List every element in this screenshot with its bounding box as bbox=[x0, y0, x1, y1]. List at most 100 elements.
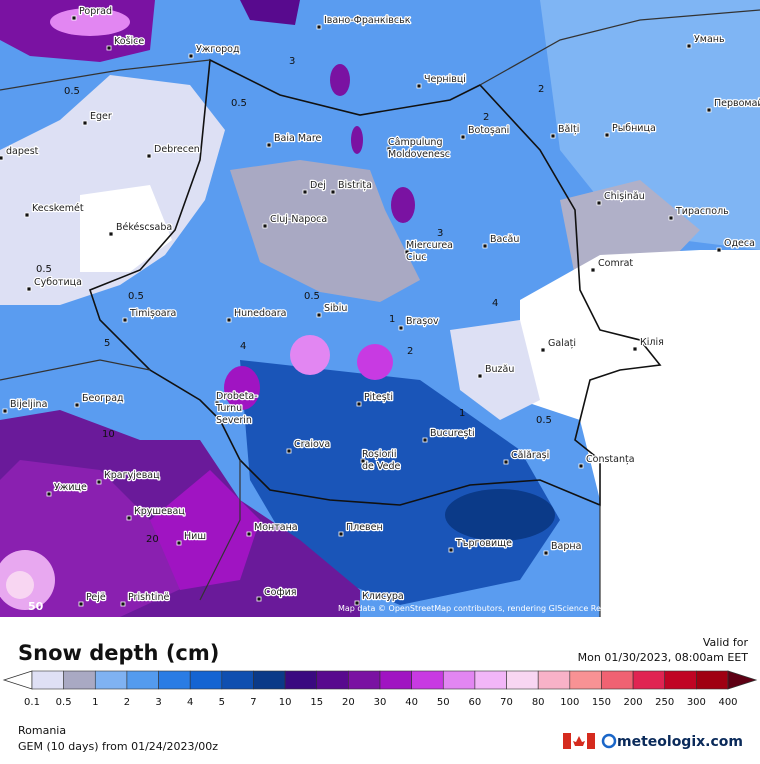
city-label: София bbox=[264, 587, 296, 598]
colorbar-box bbox=[348, 670, 381, 690]
city-marker bbox=[330, 189, 336, 195]
colorbar-tick-label: 1 bbox=[92, 697, 98, 708]
city-label: Botoșani bbox=[468, 125, 509, 136]
city-marker bbox=[176, 540, 182, 546]
city-marker bbox=[354, 600, 360, 606]
city-marker bbox=[24, 212, 30, 218]
city-label: Hunedoara bbox=[234, 308, 286, 319]
city-label: Одеса bbox=[724, 238, 755, 249]
city-label: Ужице bbox=[54, 482, 87, 493]
city-marker bbox=[188, 53, 194, 59]
colorbar-tick-label: 0.1 bbox=[24, 697, 40, 708]
city-label: Câmpulung bbox=[388, 137, 442, 148]
city-marker bbox=[590, 267, 596, 273]
city-marker bbox=[550, 133, 556, 139]
contour-label: 0.5 bbox=[304, 291, 320, 302]
colorbar-box bbox=[189, 670, 223, 690]
colorbar-box bbox=[537, 670, 571, 690]
city-marker bbox=[266, 142, 272, 148]
colorbar-box bbox=[506, 670, 539, 690]
map: Map data © OpenStreetMap contributors, r… bbox=[0, 0, 760, 617]
city-marker bbox=[316, 312, 322, 318]
city-marker bbox=[386, 146, 392, 152]
colorbar-box bbox=[569, 670, 602, 690]
city-label: Београд bbox=[82, 393, 124, 404]
city-marker bbox=[126, 515, 132, 521]
colorbar-tick-label: 300 bbox=[687, 697, 706, 708]
city-label: Pejë bbox=[86, 592, 106, 603]
contour-labels: 0.5 0.5 0.5 0.5 0.5 0.5 2 2 3 3 1 4 5 10 1 2 4 20 bbox=[36, 56, 552, 545]
city-label: Kecskemét bbox=[32, 203, 84, 214]
colorbar-box bbox=[632, 670, 666, 690]
colorbar-tick-label: 20 bbox=[342, 697, 355, 708]
colorbar-tick-label: 40 bbox=[405, 697, 418, 708]
colorbar-box bbox=[696, 670, 729, 690]
city-marker bbox=[503, 459, 509, 465]
city-marker bbox=[706, 107, 712, 113]
colorbar-over bbox=[727, 670, 758, 690]
city-label: Baia Mare bbox=[274, 133, 322, 144]
contour-label: 4 bbox=[492, 298, 498, 309]
city-marker bbox=[286, 448, 292, 454]
city-marker bbox=[338, 531, 344, 537]
city-label: București bbox=[430, 428, 475, 439]
contour-label: 1 bbox=[459, 408, 465, 419]
colorbar-box bbox=[158, 670, 191, 690]
city-label: Comrat bbox=[598, 258, 633, 269]
contour-label: 0.5 bbox=[36, 264, 52, 275]
city-label: Bălți bbox=[558, 124, 579, 135]
city-marker bbox=[74, 402, 80, 408]
contour-label: 0.5 bbox=[231, 98, 247, 109]
city-label: Sibiu bbox=[324, 303, 347, 314]
colorbar-tick-label: 60 bbox=[469, 697, 482, 708]
colorbar-tick-label: 80 bbox=[532, 697, 545, 708]
city-label: Кілія bbox=[640, 337, 664, 348]
city-label: Miercurea bbox=[406, 240, 453, 251]
canada-flag bbox=[563, 733, 595, 749]
city-marker bbox=[668, 215, 674, 221]
city-label: Debrecen bbox=[154, 144, 200, 155]
colorbar-box bbox=[221, 670, 254, 690]
colorbar-box bbox=[411, 670, 444, 690]
contour-label: 2 bbox=[407, 346, 413, 357]
city-marker bbox=[262, 223, 268, 229]
colorbar-tick-label: 15 bbox=[310, 697, 323, 708]
colorbar-tick-label: 70 bbox=[500, 697, 513, 708]
city-label: dapest bbox=[6, 146, 39, 157]
colorbar-tick-label: 200 bbox=[624, 697, 643, 708]
city-label: Варна bbox=[551, 541, 581, 552]
city-label: Ниш bbox=[184, 531, 206, 542]
colorbar-box bbox=[94, 670, 128, 690]
city-label: Buzău bbox=[485, 364, 514, 375]
city-label: Košice bbox=[114, 36, 144, 47]
city-label: Клисура bbox=[362, 591, 404, 602]
colorbar-tick-label: 400 bbox=[718, 697, 737, 708]
region: Romania bbox=[18, 724, 66, 737]
contour-label: 3 bbox=[437, 228, 443, 239]
colorbar-tick-label: 250 bbox=[655, 697, 674, 708]
contour-label: 20 bbox=[146, 534, 159, 545]
city-marker bbox=[82, 120, 88, 126]
city-marker bbox=[96, 479, 102, 485]
city-label: Turnu bbox=[215, 403, 242, 414]
city-marker bbox=[316, 24, 322, 30]
city-marker bbox=[106, 45, 112, 51]
city-label: Первомайськ bbox=[714, 98, 760, 109]
city-marker bbox=[422, 437, 428, 443]
city-label: Ciuc bbox=[406, 252, 427, 263]
city-marker bbox=[686, 43, 692, 49]
city-marker bbox=[226, 317, 232, 323]
colorbar-tick-label: 150 bbox=[592, 697, 611, 708]
city-marker bbox=[108, 231, 114, 237]
brand-icon bbox=[601, 733, 617, 749]
attribution: Map data © OpenStreetMap contributors, r… bbox=[338, 604, 754, 613]
city-marker bbox=[716, 247, 722, 253]
model-run: GEM (10 days) from 01/24/2023/00z bbox=[18, 740, 218, 753]
city-label: Рыбница bbox=[612, 123, 656, 134]
city-label: Крушевац bbox=[134, 506, 185, 517]
city-marker bbox=[360, 458, 366, 464]
city-label: Eger bbox=[90, 111, 112, 122]
colorbar-tick-label: 100 bbox=[560, 697, 579, 708]
colorbar-tick-label: 3 bbox=[155, 697, 161, 708]
